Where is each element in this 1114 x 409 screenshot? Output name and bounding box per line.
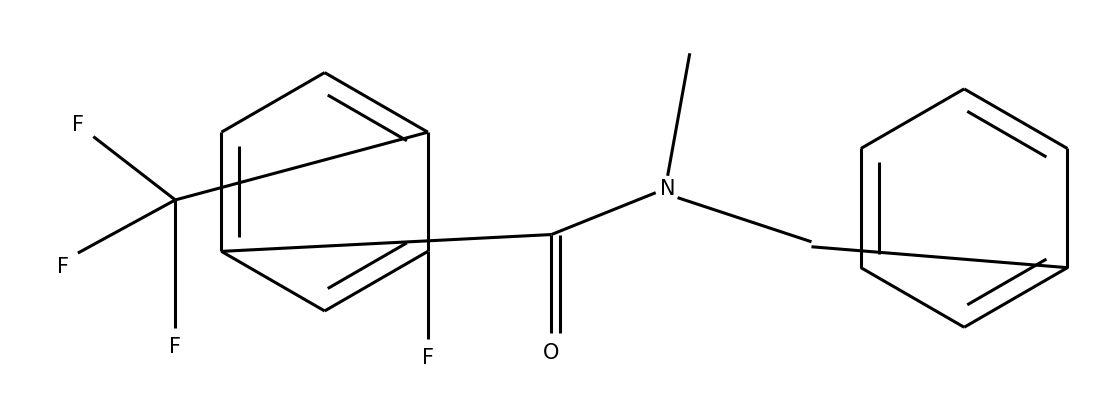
Text: F: F — [422, 347, 433, 366]
Text: F: F — [72, 115, 85, 135]
Text: F: F — [57, 256, 69, 276]
Text: F: F — [169, 337, 182, 357]
Text: O: O — [544, 343, 559, 362]
Text: N: N — [659, 178, 675, 198]
